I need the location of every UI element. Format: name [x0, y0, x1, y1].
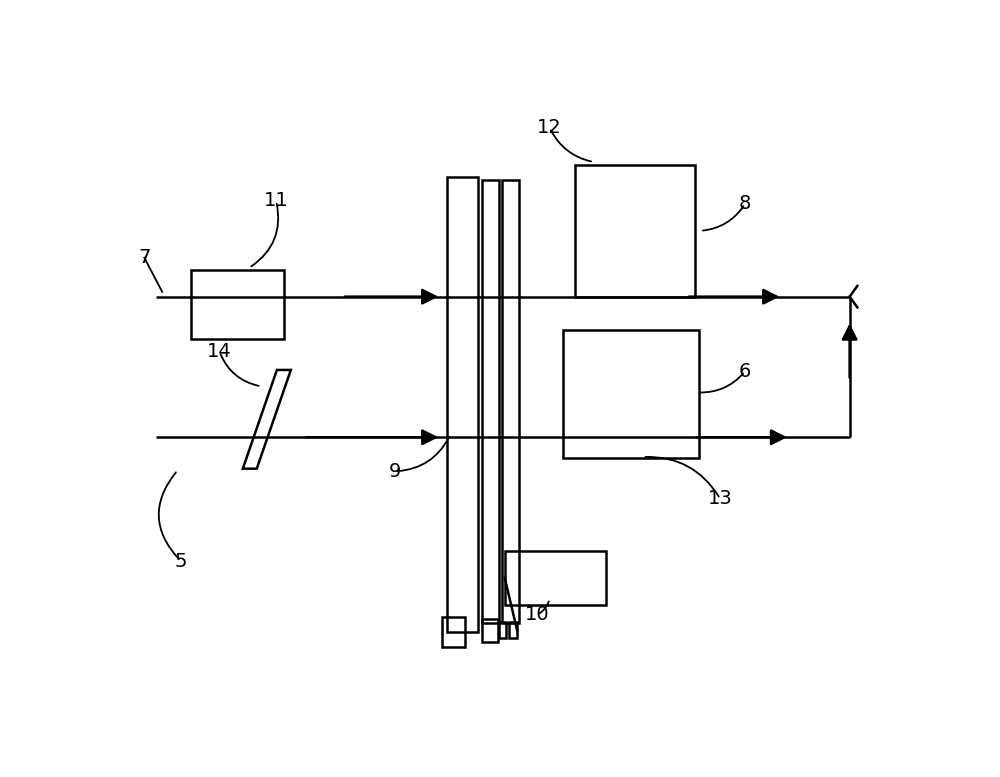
Text: 12: 12	[537, 118, 562, 138]
Bar	[502, 180, 519, 622]
Bar	[482, 619, 498, 642]
Bar	[442, 617, 465, 646]
Text: 5: 5	[175, 552, 187, 570]
Bar	[499, 622, 506, 638]
Text: 10: 10	[525, 605, 550, 625]
Bar	[574, 165, 695, 297]
Text: 7: 7	[138, 249, 151, 267]
Bar	[191, 270, 284, 339]
Bar	[509, 622, 517, 638]
Text: 14: 14	[207, 342, 232, 361]
Text: 11: 11	[264, 191, 288, 211]
Text: 9: 9	[389, 462, 401, 481]
Text: 8: 8	[739, 194, 751, 214]
Bar	[482, 180, 499, 622]
Bar	[563, 329, 698, 458]
Bar	[505, 551, 606, 605]
Bar	[447, 177, 478, 632]
Text: 6: 6	[739, 362, 751, 381]
Text: 13: 13	[708, 490, 733, 508]
